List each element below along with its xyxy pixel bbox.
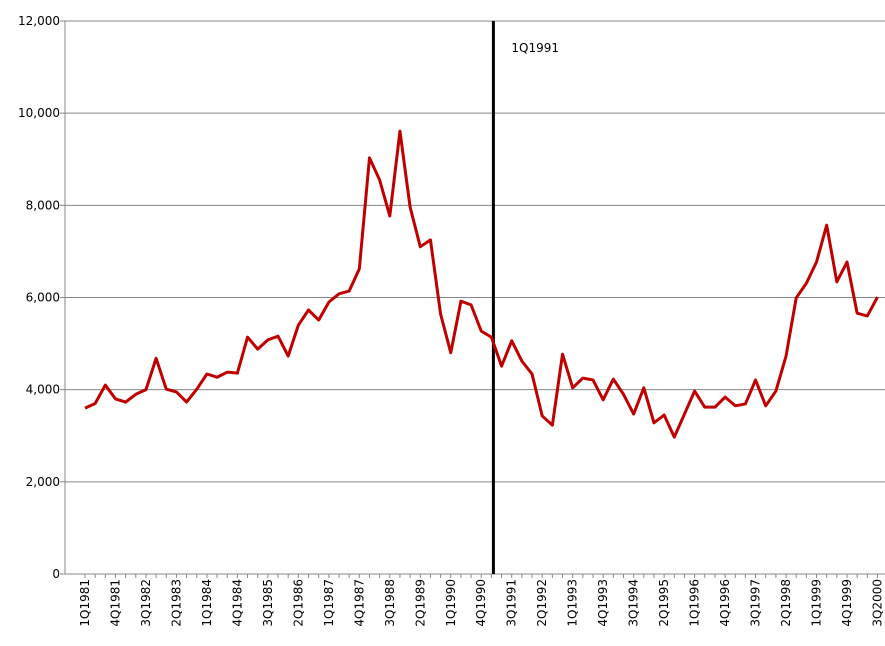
x-tick-label: 3Q1982 [139, 579, 153, 627]
data-line [84, 129, 879, 439]
x-tick-label: 4Q1987 [352, 579, 366, 627]
x-tick-label: 3Q1988 [383, 579, 397, 627]
y-tick-label: 4,000 [26, 383, 60, 397]
x-tick-label: 1Q1981 [78, 579, 92, 627]
x-tick-label: 2Q1992 [535, 579, 549, 627]
x-tick-label: 2Q1986 [291, 579, 305, 627]
x-tick-label: 2Q1989 [413, 579, 427, 627]
x-tick-label: 3Q1991 [505, 579, 519, 627]
x-tick-label: 3Q1997 [749, 579, 763, 627]
y-tick-label: 10,000 [18, 106, 60, 120]
x-tick-label: 4Q1993 [596, 579, 610, 627]
x-tick-label: 4Q1990 [474, 579, 488, 627]
x-tick-label: 1Q1984 [200, 579, 214, 627]
x-tick-label: 4Q1984 [230, 579, 244, 627]
x-tick-label: 3Q2000 [870, 579, 884, 627]
x-tick-label: 1Q1999 [810, 579, 824, 627]
x-tick-label: 4Q1996 [718, 579, 732, 627]
y-tick-label: 6,000 [26, 291, 60, 305]
x-tick-label: 1Q1987 [322, 579, 336, 627]
y-tick-label: 0 [52, 567, 60, 581]
x-tick-label: 2Q1995 [657, 579, 671, 627]
x-tick-label: 3Q1994 [627, 579, 641, 627]
x-tick-label: 4Q1999 [840, 579, 854, 627]
x-tick-label: 1Q1993 [566, 579, 580, 627]
x-tick-label: 4Q1981 [108, 579, 122, 627]
y-tick-label: 8,000 [26, 198, 60, 212]
x-tick-label: 1Q1990 [444, 579, 458, 627]
y-tick-label: 2,000 [26, 475, 60, 489]
annotation: 1Q1991 [511, 41, 559, 55]
y-tick-label: 12,000 [18, 14, 60, 28]
x-tick-label: 2Q1998 [779, 579, 793, 627]
x-tick-label: 1Q1996 [688, 579, 702, 627]
x-tick-label: 2Q1983 [169, 579, 183, 627]
x-tick-label: 3Q1985 [261, 579, 275, 627]
